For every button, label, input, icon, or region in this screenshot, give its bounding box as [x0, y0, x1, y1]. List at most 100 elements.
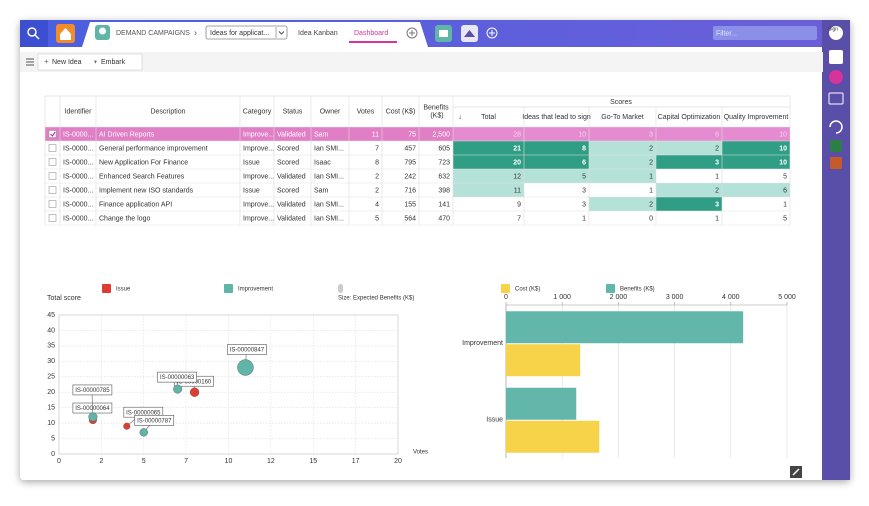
table-cell: 5 [582, 173, 586, 180]
point-label-box [72, 384, 113, 396]
help-button[interactable] [829, 70, 843, 84]
table-cell: Validated [277, 131, 306, 138]
nav-tab[interactable]: Dashboard [354, 30, 388, 37]
point-label: IS-00000065 [126, 410, 161, 416]
column-header: Go-To Market [601, 114, 643, 121]
score-cell [722, 141, 790, 155]
row-checkbox[interactable] [48, 214, 57, 222]
hat-icon [464, 30, 475, 37]
table-cell: 75 [408, 131, 416, 138]
table-cell: Improve... [243, 215, 274, 222]
table-cell: General performance improvement [99, 145, 208, 152]
row-checkbox[interactable] [48, 130, 57, 138]
view-select[interactable] [205, 25, 288, 40]
legend-swatch [606, 284, 615, 293]
table-cell: Isaac [314, 159, 331, 166]
row-checkbox[interactable] [48, 186, 57, 194]
add-icon [489, 30, 495, 36]
home-icon [60, 28, 71, 40]
table-cell: 398 [438, 187, 450, 194]
group-header: Scores [610, 99, 632, 106]
y-tick-label: 5 [51, 435, 55, 442]
table-cell: Scored [277, 187, 299, 194]
settings-icon[interactable] [26, 58, 34, 66]
undo-button[interactable] [829, 120, 843, 134]
table-cell: Improve... [243, 201, 274, 208]
breadcrumb[interactable]: DEMAND CAMPAIGNS [116, 30, 190, 37]
column-header: Category [243, 108, 272, 115]
table-cell: 1 [582, 215, 586, 222]
bar [506, 311, 744, 344]
ppt-button[interactable] [830, 157, 842, 169]
score-cell [453, 169, 524, 183]
bar [506, 344, 581, 377]
column-header: Cost (K$) [386, 108, 416, 115]
search-button[interactable] [20, 20, 48, 47]
score-cell [524, 211, 589, 225]
x-tick-label: 20 [394, 458, 402, 465]
score-cell [453, 211, 524, 225]
table-cell: 2 [649, 159, 653, 166]
excel-button[interactable] [830, 140, 842, 152]
bubble [173, 384, 183, 394]
row-checkbox[interactable] [48, 158, 57, 166]
table-cell: Enhanced Search Features [99, 173, 185, 180]
table-cell: 2 [649, 145, 653, 152]
save-button[interactable] [829, 50, 843, 64]
y-tick-label: 20 [47, 389, 55, 396]
embark-button[interactable]: Embark [101, 59, 126, 66]
point-label: IS-00000787 [137, 418, 172, 424]
comment-button[interactable] [828, 92, 844, 105]
table-cell: Scored [277, 145, 299, 152]
legend-swatch [102, 284, 111, 293]
table-cell: 6 [783, 187, 787, 194]
view-select-text[interactable]: Ideas for applicat... [210, 30, 269, 37]
table-cell: 1 [649, 187, 653, 194]
score-cell [453, 155, 524, 169]
table-cell: 1 [783, 201, 787, 208]
dropdown-icon: ▼ [93, 59, 98, 65]
filter-input[interactable] [713, 26, 817, 40]
table-cell: 5 [783, 215, 787, 222]
legend-label: Benefits (K$) [620, 287, 655, 293]
x-tick-label: 2 000 [610, 294, 628, 301]
table-cell: 605 [438, 145, 450, 152]
user-name[interactable]: Sign [828, 26, 838, 32]
column-header: Quality Improvement [724, 114, 789, 121]
breadcrumb-separator: › [194, 27, 197, 37]
new-idea-button[interactable]: New Idea [52, 59, 82, 66]
table-cell: IS-0000... [63, 159, 93, 166]
score-cell [656, 141, 722, 155]
x-tick-label: 4 000 [722, 294, 740, 301]
bar [506, 387, 577, 420]
table-cell: 3 [715, 201, 719, 208]
table-cell: 9 [517, 201, 521, 208]
legend-label: Cost (K$) [515, 287, 540, 293]
x-tick-label: 12 [267, 458, 275, 465]
row-checkbox[interactable] [48, 172, 57, 180]
table-cell: IS-0000... [63, 215, 93, 222]
table-cell: 3 [715, 159, 719, 166]
nav-tab[interactable]: Idea Kanban [298, 30, 338, 37]
table-header [45, 96, 790, 127]
score-cell [453, 141, 524, 155]
score-cell [722, 197, 790, 211]
y-tick-label: Issue [486, 417, 503, 424]
user-avatar[interactable] [829, 26, 843, 40]
add-tab[interactable] [406, 27, 418, 39]
active-tab-underline [349, 41, 397, 43]
table-cell: 6 [582, 159, 586, 166]
score-cell [453, 183, 524, 197]
row-checkbox[interactable] [48, 200, 57, 208]
y-tick-label: 30 [47, 358, 55, 365]
y-tick-label: 35 [47, 343, 55, 350]
table-cell: Issue [243, 187, 260, 194]
x-tick-label: 15 [309, 458, 317, 465]
filter-placeholder[interactable]: Filter... [716, 30, 737, 37]
add-button[interactable] [486, 27, 498, 39]
score-cell [656, 183, 722, 197]
toolbar-group [37, 53, 143, 71]
x-tick-label: 1 000 [553, 294, 571, 301]
row-checkbox[interactable] [48, 144, 57, 152]
score-cell [524, 155, 589, 169]
